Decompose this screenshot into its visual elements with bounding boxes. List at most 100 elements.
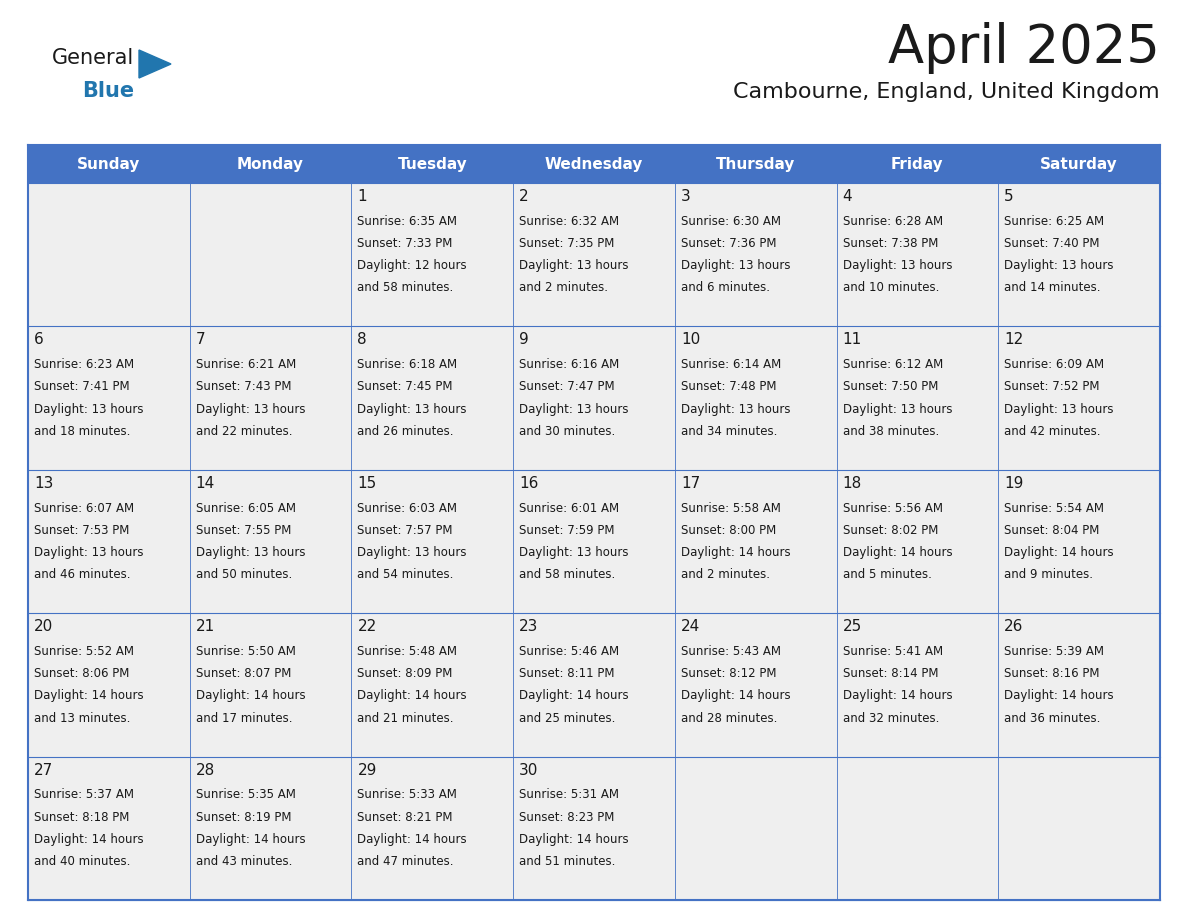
Text: 27: 27: [34, 763, 53, 778]
Text: Sunset: 8:12 PM: Sunset: 8:12 PM: [681, 667, 776, 680]
Text: Saturday: Saturday: [1041, 156, 1118, 172]
Bar: [675, 327, 836, 470]
Text: Sunrise: 6:21 AM: Sunrise: 6:21 AM: [196, 358, 296, 371]
Text: and 9 minutes.: and 9 minutes.: [1004, 568, 1093, 581]
Text: Daylight: 13 hours: Daylight: 13 hours: [196, 403, 305, 416]
Text: Sunset: 7:55 PM: Sunset: 7:55 PM: [196, 524, 291, 537]
Text: Daylight: 14 hours: Daylight: 14 hours: [34, 689, 144, 702]
Text: Sunrise: 6:07 AM: Sunrise: 6:07 AM: [34, 501, 134, 515]
Text: Sunrise: 5:58 AM: Sunrise: 5:58 AM: [681, 501, 781, 515]
Text: 16: 16: [519, 476, 538, 491]
Text: and 46 minutes.: and 46 minutes.: [34, 568, 131, 581]
Text: Sunrise: 6:16 AM: Sunrise: 6:16 AM: [519, 358, 619, 371]
Text: Sunset: 7:52 PM: Sunset: 7:52 PM: [1004, 380, 1100, 394]
Bar: [29, 145, 190, 183]
Text: Sunset: 7:59 PM: Sunset: 7:59 PM: [519, 524, 614, 537]
Text: Sunrise: 6:12 AM: Sunrise: 6:12 AM: [842, 358, 943, 371]
Text: Sunset: 7:57 PM: Sunset: 7:57 PM: [358, 524, 453, 537]
Bar: [675, 613, 836, 756]
Text: Daylight: 13 hours: Daylight: 13 hours: [681, 403, 790, 416]
Bar: [675, 756, 836, 900]
Text: Sunset: 8:11 PM: Sunset: 8:11 PM: [519, 667, 614, 680]
Bar: [998, 613, 1159, 756]
Text: Daylight: 14 hours: Daylight: 14 hours: [358, 833, 467, 845]
Bar: [352, 756, 513, 900]
Text: Sunrise: 6:30 AM: Sunrise: 6:30 AM: [681, 215, 781, 228]
Text: 1: 1: [358, 189, 367, 204]
Bar: [513, 613, 675, 756]
Text: and 58 minutes.: and 58 minutes.: [358, 282, 454, 295]
Bar: [190, 756, 352, 900]
Text: and 38 minutes.: and 38 minutes.: [842, 425, 939, 438]
Text: Daylight: 14 hours: Daylight: 14 hours: [358, 689, 467, 702]
Text: Sunset: 8:21 PM: Sunset: 8:21 PM: [358, 811, 453, 823]
Text: 20: 20: [34, 620, 53, 634]
Polygon shape: [139, 50, 171, 78]
Bar: [836, 145, 998, 183]
Text: Sunrise: 5:50 AM: Sunrise: 5:50 AM: [196, 645, 296, 658]
Bar: [998, 470, 1159, 613]
Text: 30: 30: [519, 763, 538, 778]
Text: Sunrise: 5:54 AM: Sunrise: 5:54 AM: [1004, 501, 1105, 515]
Bar: [998, 756, 1159, 900]
Text: and 2 minutes.: and 2 minutes.: [681, 568, 770, 581]
Text: and 34 minutes.: and 34 minutes.: [681, 425, 777, 438]
Text: Sunset: 7:47 PM: Sunset: 7:47 PM: [519, 380, 614, 394]
Text: Daylight: 14 hours: Daylight: 14 hours: [1004, 689, 1114, 702]
Bar: [29, 470, 190, 613]
Bar: [513, 756, 675, 900]
Text: 4: 4: [842, 189, 852, 204]
Text: 28: 28: [196, 763, 215, 778]
Text: Daylight: 14 hours: Daylight: 14 hours: [196, 833, 305, 845]
Text: 2: 2: [519, 189, 529, 204]
Bar: [513, 145, 675, 183]
Text: 15: 15: [358, 476, 377, 491]
Bar: [29, 327, 190, 470]
Text: Sunrise: 5:41 AM: Sunrise: 5:41 AM: [842, 645, 943, 658]
Text: Sunrise: 6:05 AM: Sunrise: 6:05 AM: [196, 501, 296, 515]
Text: Sunset: 7:38 PM: Sunset: 7:38 PM: [842, 237, 939, 250]
Bar: [352, 470, 513, 613]
Text: and 6 minutes.: and 6 minutes.: [681, 282, 770, 295]
Text: Sunset: 7:36 PM: Sunset: 7:36 PM: [681, 237, 776, 250]
Text: Sunset: 7:53 PM: Sunset: 7:53 PM: [34, 524, 129, 537]
Text: and 10 minutes.: and 10 minutes.: [842, 282, 939, 295]
Text: Sunrise: 6:18 AM: Sunrise: 6:18 AM: [358, 358, 457, 371]
Text: 24: 24: [681, 620, 700, 634]
Bar: [836, 613, 998, 756]
Text: Daylight: 13 hours: Daylight: 13 hours: [842, 403, 952, 416]
Text: and 28 minutes.: and 28 minutes.: [681, 711, 777, 724]
Text: Sunset: 8:16 PM: Sunset: 8:16 PM: [1004, 667, 1100, 680]
Text: 19: 19: [1004, 476, 1024, 491]
Text: 25: 25: [842, 620, 861, 634]
Text: Daylight: 14 hours: Daylight: 14 hours: [842, 689, 953, 702]
Bar: [836, 756, 998, 900]
Text: Sunrise: 5:52 AM: Sunrise: 5:52 AM: [34, 645, 134, 658]
Text: Daylight: 14 hours: Daylight: 14 hours: [34, 833, 144, 845]
Text: 8: 8: [358, 332, 367, 347]
Text: 9: 9: [519, 332, 529, 347]
Text: Blue: Blue: [82, 81, 134, 101]
Text: and 36 minutes.: and 36 minutes.: [1004, 711, 1100, 724]
Text: 11: 11: [842, 332, 861, 347]
Text: and 17 minutes.: and 17 minutes.: [196, 711, 292, 724]
Text: Sunset: 8:02 PM: Sunset: 8:02 PM: [842, 524, 939, 537]
Text: Sunday: Sunday: [77, 156, 140, 172]
Text: Daylight: 14 hours: Daylight: 14 hours: [519, 833, 628, 845]
Bar: [29, 183, 190, 327]
Text: Sunrise: 6:28 AM: Sunrise: 6:28 AM: [842, 215, 943, 228]
Text: Daylight: 13 hours: Daylight: 13 hours: [358, 546, 467, 559]
Text: and 18 minutes.: and 18 minutes.: [34, 425, 131, 438]
Text: Sunset: 8:07 PM: Sunset: 8:07 PM: [196, 667, 291, 680]
Bar: [352, 145, 513, 183]
Text: and 22 minutes.: and 22 minutes.: [196, 425, 292, 438]
Text: 5: 5: [1004, 189, 1013, 204]
Text: 14: 14: [196, 476, 215, 491]
Text: Daylight: 13 hours: Daylight: 13 hours: [842, 259, 952, 273]
Text: 18: 18: [842, 476, 861, 491]
Bar: [352, 183, 513, 327]
Text: Daylight: 13 hours: Daylight: 13 hours: [519, 403, 628, 416]
Text: Sunrise: 6:32 AM: Sunrise: 6:32 AM: [519, 215, 619, 228]
Text: Daylight: 13 hours: Daylight: 13 hours: [1004, 259, 1114, 273]
Text: and 43 minutes.: and 43 minutes.: [196, 855, 292, 868]
